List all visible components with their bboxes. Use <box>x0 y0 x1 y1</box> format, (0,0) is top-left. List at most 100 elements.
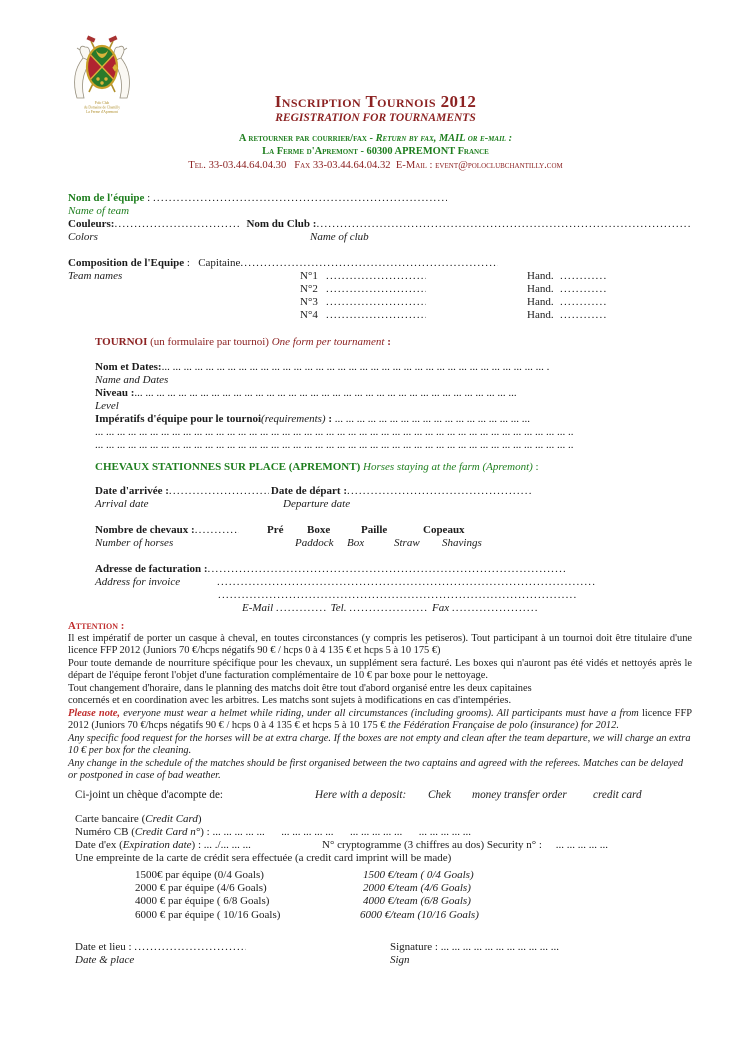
card-number-colon: ) : <box>200 825 213 838</box>
horses-count-translation-row: Number of horses Paddock Box Straw Shavi… <box>95 537 695 550</box>
player-number: N°4 <box>300 309 318 321</box>
attention-fr-paragraph-1: Il est impératif de porter un casque à c… <box>68 632 692 657</box>
attention-en-1a: everyone must wear a helmet while riding… <box>119 707 643 719</box>
credit-card-title: Carte bancaire (Credit Card) <box>75 813 690 826</box>
captain-label: Capitaine <box>198 257 241 269</box>
return-instructions-fr: A retourner par courrier/fax - <box>238 133 376 144</box>
card-title-fr: Carte bancaire ( <box>75 813 146 825</box>
player-name-field: ........................................… <box>326 309 426 321</box>
team-name-label-en: Name of team <box>68 205 130 217</box>
handicap-label: Hand. <box>527 270 554 282</box>
column-paille: Paille <box>361 524 388 536</box>
card-number-field: ... ... ... ... ... ... ... ... ... ... … <box>212 825 471 838</box>
cryptogram-group: N° cryptogramme (3 chiffres au dos) Secu… <box>322 839 608 852</box>
email-tel-fax-row: E-Mail .................................… <box>95 602 695 615</box>
card-number-label-en: Credit Card n° <box>134 825 201 838</box>
club-address: La Ferme d'Apremont - 60300 APREMONT Fra… <box>262 146 489 157</box>
price-list: 1500€ par équipe (0/4 Goals) 1500 €/team… <box>135 869 695 922</box>
card-title-en: Credit Card <box>145 813 198 825</box>
card-title-close: ) <box>197 813 202 825</box>
header: Inscription Tournois 2012 REGISTRATION F… <box>0 92 751 173</box>
horses-count-label-en: Number of horses <box>95 537 174 549</box>
departure-field: ........................................… <box>347 485 531 497</box>
logo-caption-line3: La Ferme d'Apremont <box>86 110 118 114</box>
name-dates-label-fr: Nom et Dates: <box>95 361 162 373</box>
club-label-en: Name of club <box>310 231 369 243</box>
attention-en-paragraph-2: Any specific food request for the horses… <box>68 732 691 757</box>
level-field: ... ... ... ... ... ... ... ... ... ... … <box>134 387 520 399</box>
signature-group: Signature : ... ... ... ... ... ... ... … <box>390 941 559 954</box>
price-en: 6000 €/team (10/16 Goals) <box>360 908 479 921</box>
colors-label-en: Colors <box>68 231 98 243</box>
column-box: Box <box>347 537 365 549</box>
date-place-label-en: Date & place <box>75 954 135 966</box>
signature-section: Date et lieu : .........................… <box>75 941 690 967</box>
expiry-colon: ) : <box>191 838 204 851</box>
card-number-row: Numéro CB (Credit Card n°) : ... ... ...… <box>75 826 690 839</box>
attention-fr-paragraph-2: Pour toute demande de nourriture spécifi… <box>68 657 692 682</box>
captain-field: ........................................… <box>240 257 498 269</box>
tournament-section: TOURNOI (un formulaire par tournoi) One … <box>95 336 695 452</box>
player-row-2: N°2 ....................................… <box>68 283 690 296</box>
tournament-heading-bold: TOURNOI <box>95 336 148 348</box>
team-names-label-en: Team names <box>68 270 123 282</box>
column-paddock: Paddock <box>295 537 334 549</box>
attention-en-1b: licence FFP 2012 (Juniors 70 €/hcps néga… <box>68 707 692 732</box>
handicap-field: ........................................… <box>560 283 608 295</box>
fax-label: Fax <box>429 602 452 614</box>
cryptogram-label: N° cryptogramme (3 chiffres au dos) Secu… <box>322 838 542 851</box>
departure-label-en: Departure date <box>283 498 351 510</box>
level-label-en: Level <box>95 400 119 412</box>
requirements-row: Impératifs d'équipe pour le tournoi (req… <box>95 413 695 426</box>
return-instructions-en: Return by fax, MAIL or e-mail : <box>375 133 513 144</box>
deposit-option-credit-card: credit card <box>593 789 642 801</box>
invoice-label-en: Address for invoice <box>95 576 181 588</box>
fax-field: ........................................… <box>451 602 538 614</box>
player-number: N°1 <box>300 270 318 282</box>
tournament-name-dates-row: Nom et Dates: ... ... ... ... ... ... ..… <box>95 361 695 374</box>
price-fr: 2000 € par équipe (4/6 Goals) <box>135 882 267 895</box>
dates-row: Date d'arrivée : .......................… <box>95 485 695 498</box>
horses-heading-en: Horses staying at the farm (Apremont) <box>363 461 533 473</box>
hunting-horn-icon <box>96 50 108 58</box>
date-place-label-fr: Date et lieu : <box>75 941 135 953</box>
date-signature-translation-row: Date & place Sign <box>75 954 690 967</box>
tournament-heading-colon: : <box>384 336 391 348</box>
column-straw: Straw <box>394 537 420 549</box>
signature-label-en: Sign <box>390 954 410 966</box>
handicap-field: ........................................… <box>560 296 608 308</box>
expiry-field: ... ./... ... ... <box>203 838 251 851</box>
card-expiry-row: Date d'ex (Expiration date) : ... ./... … <box>75 839 690 852</box>
tel-label: Tel. <box>327 602 350 614</box>
composition-row: Composition de l'Equipe : Capitaine ....… <box>68 257 690 270</box>
deposit-label-fr: Ci-joint un chèque d'acompte de: <box>75 789 224 801</box>
price-fr: 6000 € par équipe ( 10/16 Goals) <box>135 908 281 921</box>
requirements-field: ... ... ... ... ... ... ... ... ... ... … <box>334 413 531 425</box>
polo-club-crest-logo: Polo Club du Domaine de Chantilly La Fer… <box>74 35 130 114</box>
departure-label-fr: Date de départ : <box>270 485 347 497</box>
player-number: N°3 <box>300 296 318 308</box>
expiry-label-en: Expiration date <box>122 838 192 851</box>
arrival-field: ........................................… <box>168 485 269 497</box>
cryptogram-field: ... ... ... ... ... <box>541 838 608 851</box>
email-label: E-Mail <box>242 602 276 614</box>
horses-count-row: Nombre de chevaux :.....................… <box>95 524 695 537</box>
composition-colon: : <box>184 257 199 269</box>
name-dates-label-en: Name and Dates <box>95 374 169 386</box>
horses-count-label-fr: Nombre de chevaux : <box>95 524 195 536</box>
attention-en-paragraph-3: Any change in the schedule of the matche… <box>68 757 684 782</box>
handicap-field: ........................................… <box>560 270 608 282</box>
deposit-row: Ci-joint un chèque d'acompte de: Here wi… <box>75 789 690 802</box>
signature-field: ... ... ... ... ... ... ... ... ... ... … <box>440 941 559 953</box>
deposit-label-en: Here with a deposit: <box>315 789 407 801</box>
colors-club-translation-row: Colors Name of club <box>68 231 690 244</box>
email-field: ........................................… <box>275 602 328 614</box>
deposit-option-transfer: money transfer order <box>472 789 567 801</box>
attention-en-1c: the Fédération Française de polo (insura… <box>388 720 619 731</box>
player-name-field: ........................................… <box>326 296 426 308</box>
requirements-field-line2: ... ... ... ... ... ... ... ... ... ... … <box>95 426 573 438</box>
requirements-colon: : <box>325 413 335 425</box>
column-copeaux: Copeaux <box>423 524 465 536</box>
handicap-label: Hand. <box>527 283 554 295</box>
